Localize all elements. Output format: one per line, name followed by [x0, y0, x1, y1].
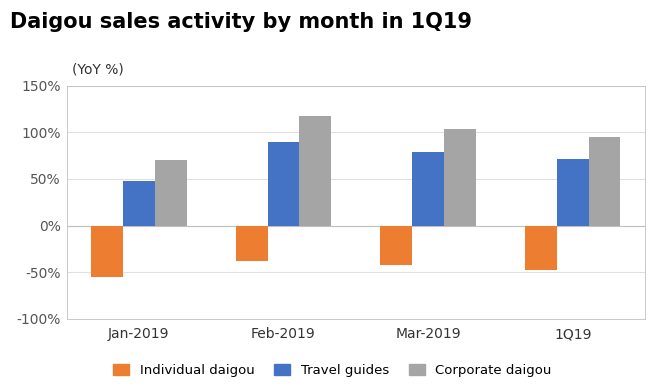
Legend: Individual daigou, Travel guides, Corporate daigou: Individual daigou, Travel guides, Corpor… — [108, 359, 557, 382]
Bar — [589, 137, 620, 226]
Bar — [299, 116, 331, 226]
Bar — [91, 226, 123, 277]
Bar — [412, 152, 444, 226]
Bar — [235, 226, 267, 261]
Bar — [525, 226, 557, 270]
Bar — [267, 142, 299, 226]
Text: Daigou sales activity by month in 1Q19: Daigou sales activity by month in 1Q19 — [10, 12, 472, 32]
Bar — [557, 159, 589, 226]
Bar — [155, 160, 187, 226]
Bar — [123, 181, 155, 226]
Bar — [380, 226, 412, 265]
Bar — [444, 128, 476, 226]
Text: (YoY %): (YoY %) — [72, 62, 124, 76]
